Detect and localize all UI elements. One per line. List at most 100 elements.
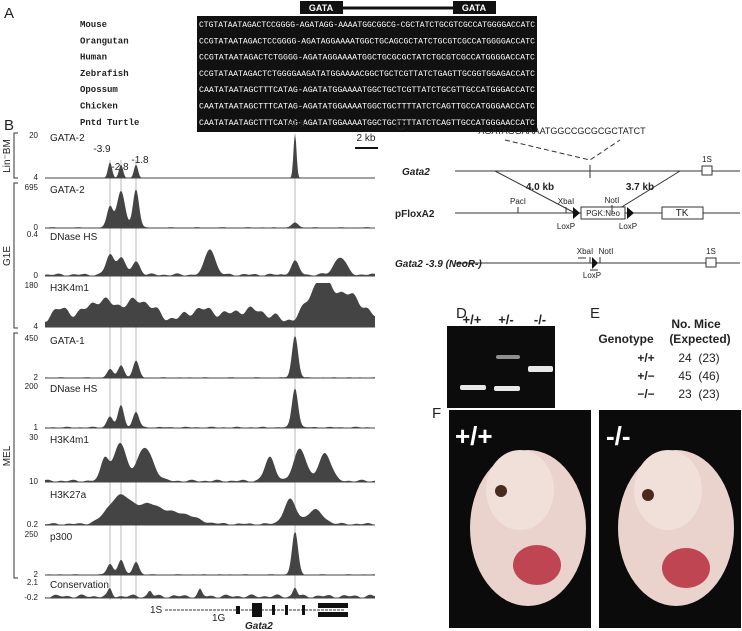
expected-count: (23) (698, 351, 719, 365)
signal-profile (45, 532, 375, 575)
track-name: H3K4m1 (50, 435, 89, 446)
group-brackets (13, 132, 18, 579)
lane-label: +/+ (463, 312, 482, 327)
loxp-label: LoxP (619, 222, 637, 231)
sequence: CCGTATAATAGACTCTGGGGAAGATATGGAAAACGGCTGC… (199, 69, 535, 79)
exon-label: 1S (706, 247, 716, 256)
track-min: 0 (34, 223, 39, 232)
scale-label: 2 kb (357, 133, 376, 144)
arm-label: 4.0 kb (526, 182, 554, 193)
signal-profile (45, 336, 375, 378)
track-min: 4 (34, 173, 39, 182)
embryo (618, 450, 734, 606)
lane-label: -/- (534, 312, 546, 327)
track-max: 20 (29, 131, 38, 140)
sequence: CCGTATAATAGACTCCGGGG-AGATAGGAAAATGGCTGCA… (199, 36, 535, 46)
expected-count: (23) (698, 387, 719, 401)
table-header: Genotype (598, 332, 654, 346)
photo-label: -/- (606, 421, 631, 451)
motif-label: GATA (462, 3, 487, 13)
table-header: No. Mice (671, 317, 721, 331)
panel-label: C (395, 117, 406, 134)
species-name: Orangutan (80, 36, 129, 46)
sequence: CTGTATAATAGACTCCGGGG-AGATAGG-AAAATGGCGGC… (199, 20, 535, 30)
track-name: p300 (50, 532, 73, 543)
track-max: 695 (25, 183, 39, 192)
allele-name: Gata2 -3.9 (NeoR-) (395, 259, 482, 270)
track-name: DNase HS (50, 232, 98, 243)
vector-name: pFloxA2 (395, 209, 435, 220)
track-name: Conservation (50, 580, 109, 591)
track-name: GATA-2 (50, 133, 85, 144)
track-min: -0.2 (24, 593, 38, 602)
track-min: 10 (29, 477, 38, 486)
panel-label: E (590, 305, 600, 322)
track-max: 250 (25, 530, 39, 539)
loxp-label: LoxP (557, 222, 575, 231)
photo-label: +/+ (455, 421, 493, 451)
table-header: (Expected) (669, 332, 730, 346)
site-label: +9.5 (285, 119, 305, 130)
track-name: H3K4m1 (50, 283, 89, 294)
track-max: 180 (25, 281, 39, 290)
panel-label: F (432, 405, 441, 422)
tk-label: TK (676, 208, 689, 219)
track-min: 1 (34, 423, 39, 432)
site-label: XbaI (577, 247, 593, 256)
loxp-label: LoxP (583, 271, 601, 280)
genotype: −/− (637, 387, 654, 401)
motif-box (453, 1, 496, 14)
signal-profile (45, 189, 375, 228)
group-label: Lin⁻BM (2, 139, 13, 173)
group-label: G1E (2, 246, 13, 266)
site-label: NotI (605, 196, 620, 205)
species-name: Opossum (80, 85, 118, 95)
track-max: 30 (29, 433, 38, 442)
species-name: Mouse (80, 20, 107, 30)
panel-label: A (4, 5, 14, 22)
promoter-label: 1S (150, 605, 163, 616)
alignment: Mouse CTGTATAATAGACTCCGGGG-AGATAGG-AAAATG… (80, 16, 537, 132)
gel-bands (460, 355, 553, 391)
insert-sequence: AGATAGGAAAATGGCCGCGCGCTATCT (478, 126, 646, 136)
group-label: MEL (2, 445, 13, 466)
track-max: 200 (25, 382, 39, 391)
mice-count: 45 (678, 369, 692, 383)
site-label: -1.8 (131, 155, 149, 166)
track-max: 2.1 (27, 578, 39, 587)
mice-count: 23 (678, 387, 692, 401)
signal-profile (45, 283, 375, 327)
panel-label: B (4, 117, 14, 134)
signal-profile (45, 133, 375, 178)
track-min: 0 (34, 271, 39, 280)
sequence: CAATATAATAGCTTTCATAG-AGATATGGAAAATGGCTGC… (199, 118, 535, 128)
species-name: Zebrafish (80, 69, 129, 79)
construct-lines (455, 139, 740, 271)
site-label: XbaI (558, 197, 574, 206)
gene-name: Gata2 (245, 621, 273, 631)
site-label: NotI (599, 247, 614, 256)
track-min: 2 (34, 570, 39, 579)
species-name: Chicken (80, 102, 118, 112)
lane-label: +/- (498, 312, 514, 327)
site-label: -3.9 (93, 144, 111, 155)
track-min: 0.2 (27, 520, 39, 529)
sequence: CAATATAATAGCTTTCATAG-AGATATGGAAAATGGCTGC… (199, 102, 535, 112)
site-label: PacI (510, 197, 526, 206)
genotype: +/− (637, 369, 654, 383)
track-name: GATA-2 (50, 185, 85, 196)
track-name: GATA-1 (50, 336, 85, 347)
track-name: H3K27a (50, 490, 87, 501)
signal-profile (45, 587, 375, 598)
species-name: Human (80, 53, 107, 63)
site-label: -2.8 (111, 162, 129, 173)
signal-profile (45, 249, 375, 276)
embryo (470, 450, 586, 606)
motif-box (300, 1, 343, 14)
expected-count: (46) (698, 369, 719, 383)
panel-label: D (456, 305, 467, 322)
track-name: DNase HS (50, 384, 98, 395)
gene-model (165, 603, 348, 617)
